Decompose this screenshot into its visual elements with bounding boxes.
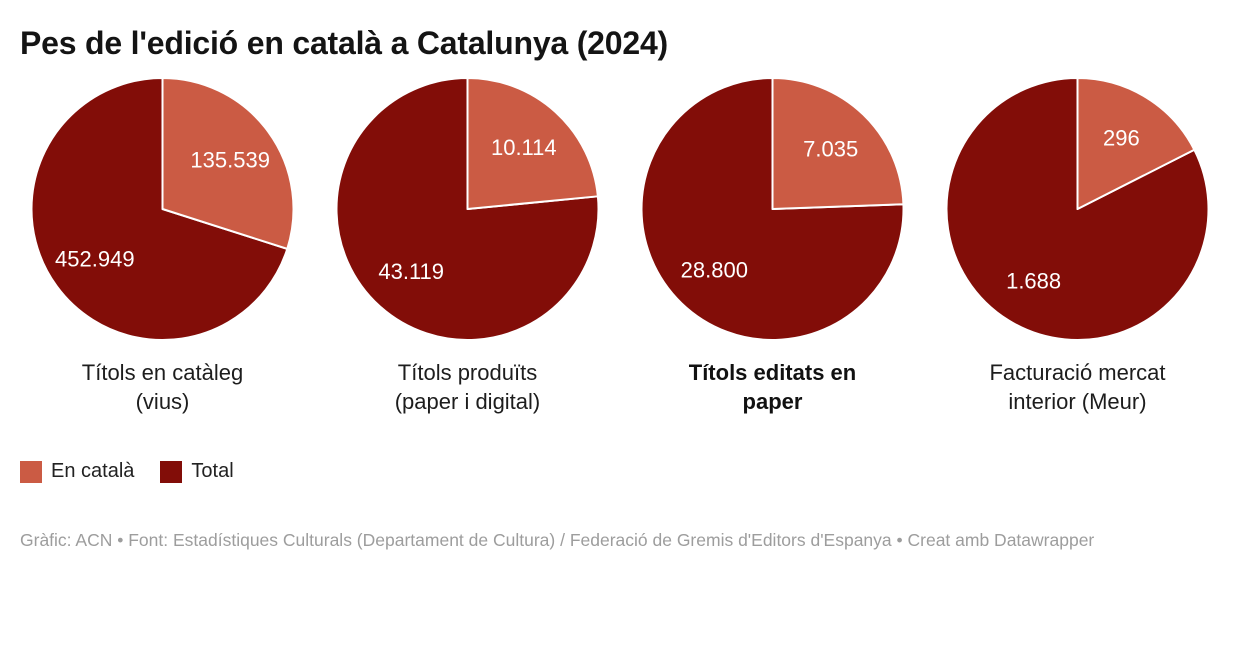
- legend-swatch-total: [160, 460, 183, 483]
- slice-total: [30, 77, 289, 342]
- slice-en-catala: [1076, 77, 1196, 211]
- value-label-total: 1.688: [1006, 269, 1061, 294]
- slice-en-catala: [771, 77, 905, 211]
- legend-swatch-en-catala: [20, 460, 42, 483]
- slice-en-catala: [466, 77, 599, 211]
- value-label-en-catala: 10.114: [491, 135, 557, 160]
- category-label: Títols produïts (paper i digital): [394, 360, 541, 415]
- pie-svg: 7.035 28.800: [640, 77, 905, 342]
- chart-container: Pes de l'edició en català a Catalunya (2…: [10, 25, 1220, 551]
- pie-svg: 10.114 43.119: [335, 77, 600, 342]
- attribution-footer: Gràfic: ACN • Font: Estadístiques Cultur…: [20, 530, 1095, 551]
- legend-item-total: Total: [160, 460, 234, 483]
- value-label-total: 28.800: [681, 258, 748, 283]
- category-label: Facturació mercat interior (Meur): [989, 360, 1166, 415]
- value-label-total: 452.949: [55, 247, 135, 272]
- value-label-en-catala: 135.539: [190, 148, 270, 173]
- legend-label: En català: [51, 460, 135, 483]
- legend-label: Total: [191, 460, 234, 483]
- chart-title: Pes de l'edició en català a Catalunya (2…: [20, 25, 668, 61]
- value-label-en-catala: 7.035: [803, 137, 858, 162]
- pie-chart: 7.035 28.800 Títols editats en paper: [620, 76, 925, 416]
- pie-svg: 135.539 452.949: [30, 77, 295, 342]
- legend: En català Total: [20, 460, 1220, 483]
- slice-en-catala: [161, 77, 295, 251]
- pie-chart: 10.114 43.119 Títols produïts (paper i di…: [315, 76, 620, 416]
- category-label: Títols editats en paper: [688, 360, 857, 415]
- pie-svg: 296 1.688: [945, 77, 1210, 342]
- value-label-en-catala: 296: [1103, 126, 1140, 151]
- pie-charts: 135.539 452.949 Títols en catàleg (vius) …: [10, 76, 1220, 416]
- pie-chart: 296 1.688 Facturació mercat interior (Meu…: [925, 76, 1230, 416]
- category-label: Títols en catàleg (vius): [81, 360, 244, 415]
- legend-item-en-catala: En català: [20, 460, 134, 483]
- pie-chart: 135.539 452.949 Títols en catàleg (vius): [10, 76, 315, 416]
- value-label-total: 43.119: [378, 259, 444, 284]
